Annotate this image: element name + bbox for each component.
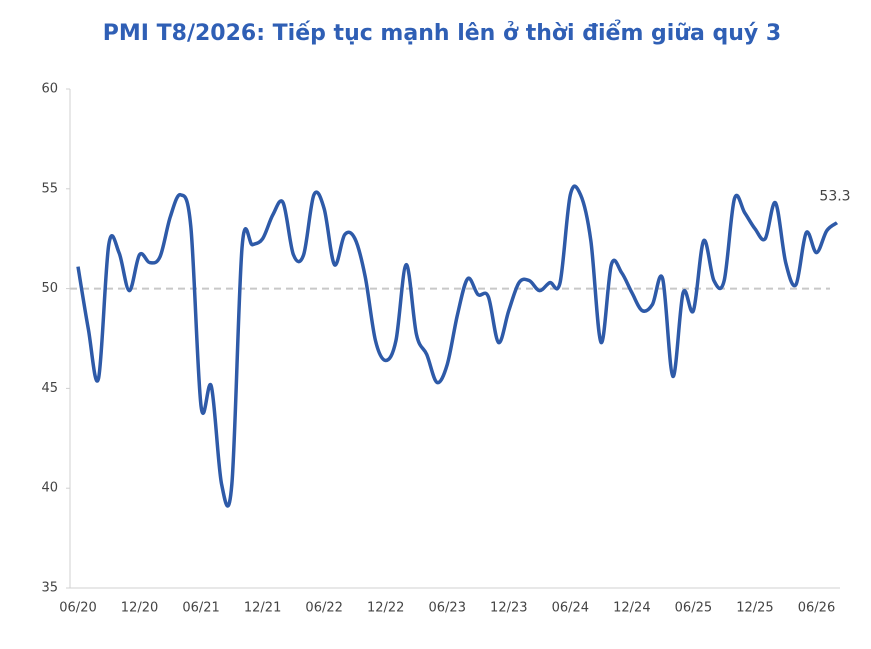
y-tick-label: 40 xyxy=(41,481,58,496)
y-tick-label: 50 xyxy=(41,281,58,296)
x-tick-label: 06/24 xyxy=(552,601,589,616)
x-tick-label: 06/21 xyxy=(182,601,219,616)
y-tick-label: 35 xyxy=(41,581,58,596)
x-tick-label: 12/23 xyxy=(490,601,527,616)
value-label: 53.3 xyxy=(819,189,850,205)
x-tick-label: 06/26 xyxy=(798,601,835,616)
x-tick-label: 12/24 xyxy=(613,601,650,616)
x-tick-label: 06/20 xyxy=(59,601,96,616)
data-line xyxy=(76,184,839,508)
x-tick-label: 06/25 xyxy=(675,601,712,616)
x-tick-label: 12/25 xyxy=(736,601,773,616)
x-tick-label: 06/22 xyxy=(305,601,342,616)
x-tick-label: 12/22 xyxy=(367,601,404,616)
x-tick-label: 12/21 xyxy=(244,601,281,616)
x-tick-label: 12/20 xyxy=(121,601,158,616)
y-tick-label: 45 xyxy=(41,381,58,396)
y-tick-label: 55 xyxy=(41,181,58,196)
y-tick-label: 60 xyxy=(41,82,58,97)
chart-title: PMI T8/2026: Tiếp tục mạnh lên ở thời đi… xyxy=(103,20,781,46)
x-tick-label: 06/23 xyxy=(429,601,466,616)
